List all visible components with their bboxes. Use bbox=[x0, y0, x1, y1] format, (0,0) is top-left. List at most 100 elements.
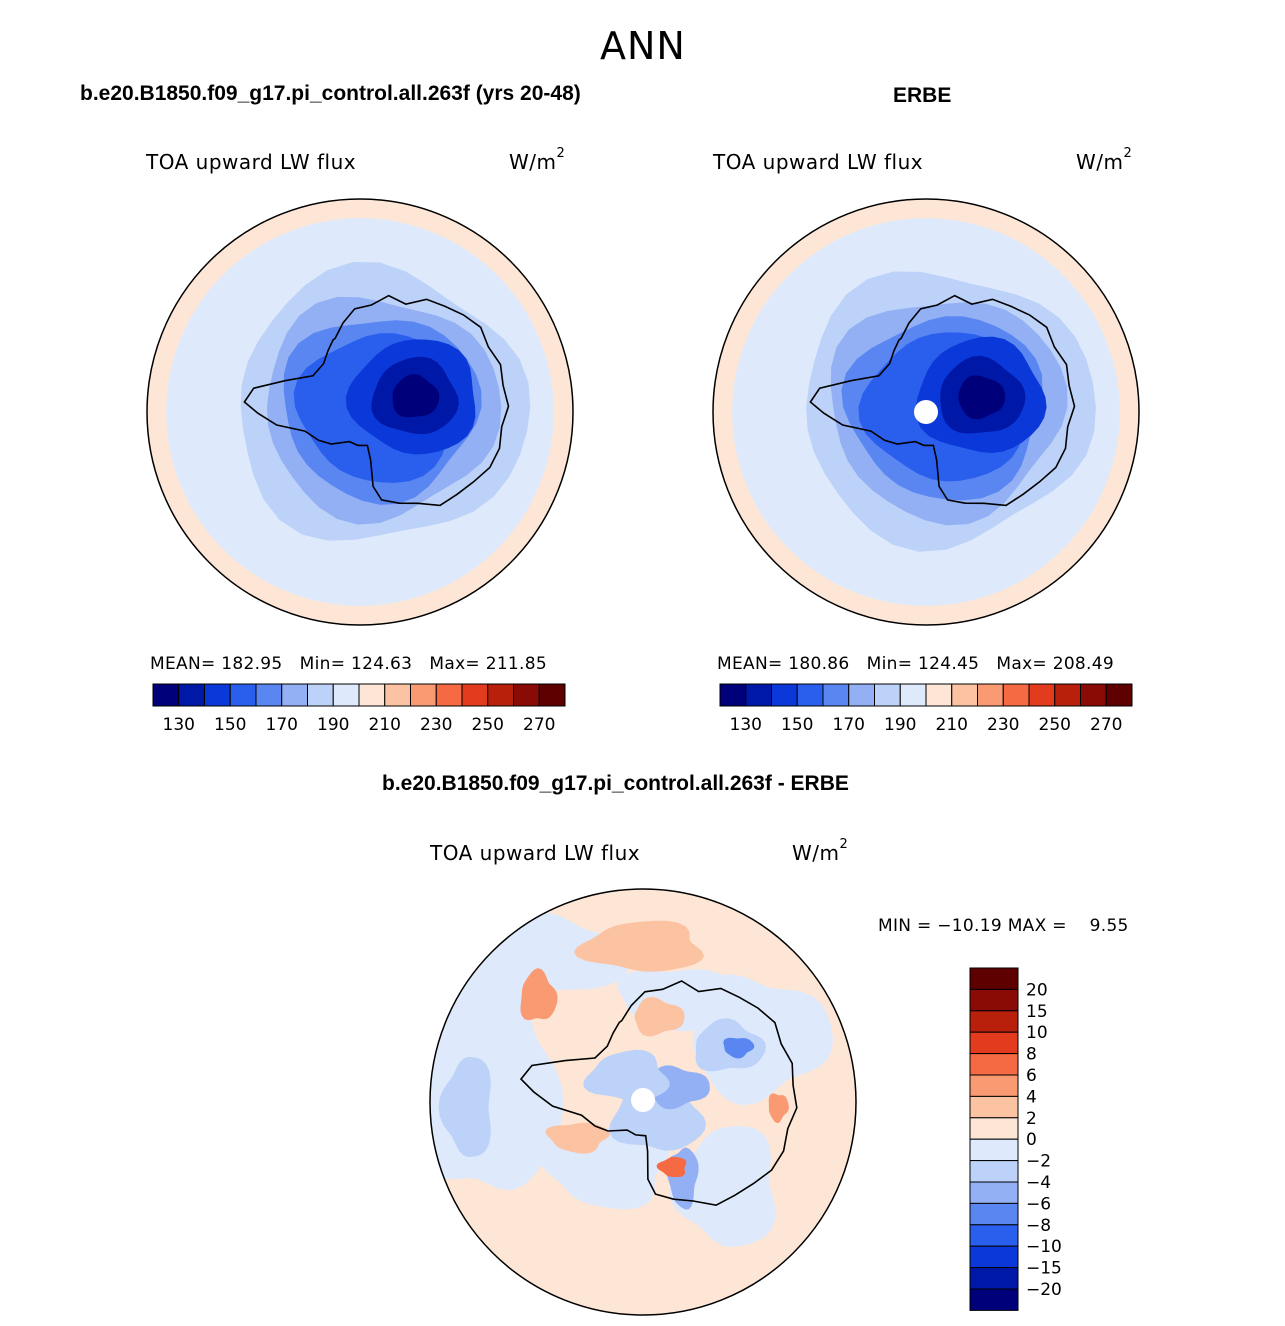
colorbar-tick-label: 10 bbox=[1026, 1023, 1048, 1043]
colorbar-tick-label: 2 bbox=[1026, 1109, 1037, 1129]
panel2-units: W/m2 bbox=[1076, 146, 1133, 174]
panel2-mean-value: 180.86 bbox=[788, 654, 850, 674]
colorbar-tick-label: 210 bbox=[936, 715, 968, 735]
field-anomaly bbox=[768, 1093, 789, 1124]
coastline bbox=[243, 294, 510, 507]
field-anomaly bbox=[574, 920, 705, 972]
field-contour-0 bbox=[958, 375, 1006, 420]
colorbar-swatch bbox=[204, 683, 231, 707]
colorbar-tick-label: 170 bbox=[266, 715, 298, 735]
colorbar-tick-label: 250 bbox=[472, 715, 504, 735]
colorbar-swatch bbox=[969, 1010, 1019, 1033]
missing-pole bbox=[631, 1088, 655, 1112]
colorbar-swatch bbox=[1105, 683, 1133, 707]
field-anomaly bbox=[723, 1037, 755, 1059]
colorbar-swatch bbox=[538, 683, 566, 707]
colorbar-swatch bbox=[969, 1245, 1019, 1269]
field-anomaly bbox=[545, 1122, 611, 1154]
map-border bbox=[712, 198, 1140, 626]
colorbar-tick-label: 170 bbox=[833, 715, 865, 735]
colorbar-swatch bbox=[152, 683, 180, 707]
coastline bbox=[519, 980, 798, 1207]
colorbar-tick-label: −15 bbox=[1026, 1259, 1062, 1279]
colorbar-tick-label: 6 bbox=[1026, 1066, 1037, 1086]
panel3-max-label: MAX = bbox=[1007, 916, 1067, 936]
field-anomaly bbox=[438, 1057, 491, 1157]
colorbar-swatch bbox=[969, 1053, 1019, 1076]
colorbar-swatch bbox=[969, 1288, 1019, 1311]
colorbar-tick-label: 230 bbox=[420, 715, 452, 735]
colorbar-swatch bbox=[969, 1224, 1019, 1247]
colorbar-swatch bbox=[977, 683, 1004, 707]
panel3-min-label: MIN = bbox=[878, 916, 932, 936]
colorbar-swatch bbox=[969, 1267, 1019, 1290]
colorbar-swatch bbox=[1002, 683, 1030, 707]
panel3-min-value: −10.19 bbox=[937, 916, 1002, 936]
colorbar-swatch bbox=[745, 683, 772, 707]
colorbar-swatch bbox=[848, 683, 875, 707]
panel3-title: b.e20.B1850.f09_g17.pi_control.all.263f … bbox=[382, 772, 849, 795]
panel2-max-value: 208.49 bbox=[1052, 654, 1114, 674]
missing-pole bbox=[914, 400, 938, 424]
colorbar-swatch bbox=[1054, 683, 1081, 707]
colorbar-tick-label: −10 bbox=[1026, 1237, 1062, 1257]
colorbar-swatch bbox=[969, 1074, 1019, 1097]
panel1-min-label: Min= bbox=[299, 654, 346, 674]
colorbar-swatch bbox=[719, 683, 747, 707]
colorbar-swatch bbox=[796, 683, 824, 707]
panel1-stats: MEAN= 182.95 Min= 124.63 Max= 211.85 bbox=[150, 654, 547, 674]
map-field bbox=[147, 199, 573, 625]
panel2-mean-label: MEAN= bbox=[717, 654, 783, 674]
colorbar-swatch bbox=[229, 683, 257, 707]
colorbar-tick-label: 20 bbox=[1026, 980, 1048, 1000]
panel1-mean-label: MEAN= bbox=[150, 654, 216, 674]
colorbar-swatch bbox=[1028, 683, 1056, 707]
colorbar-tick-label: 130 bbox=[163, 715, 195, 735]
field-anomaly bbox=[669, 1126, 776, 1247]
panel2-min-label: Min= bbox=[866, 654, 913, 674]
colorbar-tick-label: 190 bbox=[884, 715, 916, 735]
field-contour-0 bbox=[392, 374, 440, 418]
panel1-units: W/m2 bbox=[509, 146, 566, 174]
panel3-map bbox=[429, 888, 857, 1316]
colorbar-tick-label: −20 bbox=[1026, 1280, 1062, 1300]
colorbar-swatch bbox=[487, 683, 514, 707]
field-anomaly bbox=[634, 997, 685, 1037]
field-anomaly bbox=[520, 968, 558, 1021]
map-border bbox=[146, 198, 574, 626]
colorbar-tick-label: 0 bbox=[1026, 1130, 1037, 1150]
panel1-map bbox=[146, 198, 574, 626]
panel2-map bbox=[712, 198, 1140, 626]
colorbar-tick-label: 4 bbox=[1026, 1087, 1037, 1107]
colorbar-swatch bbox=[969, 1160, 1019, 1183]
panel1-colorbar: 130 150 170 190 210 230 250 270 bbox=[152, 683, 566, 735]
colorbar-tick-label: 250 bbox=[1039, 715, 1071, 735]
colorbar-swatch bbox=[874, 683, 901, 707]
colorbar-tick-label: 150 bbox=[781, 715, 813, 735]
panel1-max-value: 211.85 bbox=[485, 654, 547, 674]
panel3-units: W/m2 bbox=[792, 837, 849, 865]
panel2-min-value: 124.45 bbox=[917, 654, 980, 674]
colorbar-swatch bbox=[178, 683, 205, 707]
colorbar-swatch bbox=[410, 683, 437, 707]
colorbar-swatch bbox=[925, 683, 953, 707]
panel1-max-label: Max= bbox=[429, 654, 480, 674]
colorbar-tick-label: 130 bbox=[730, 715, 762, 735]
colorbar-tick-label: 230 bbox=[987, 715, 1019, 735]
colorbar-tick-label: 8 bbox=[1026, 1045, 1037, 1065]
panel1-min-value: 124.63 bbox=[350, 654, 413, 674]
colorbar-swatch bbox=[435, 683, 463, 707]
colorbar-swatch bbox=[822, 683, 850, 707]
panel1-variable: TOA upward LW flux bbox=[146, 150, 357, 174]
colorbar-swatch bbox=[899, 683, 927, 707]
colorbar-tick-label: 190 bbox=[317, 715, 349, 735]
panel2-max-label: Max= bbox=[996, 654, 1047, 674]
colorbar-swatch bbox=[969, 1181, 1019, 1204]
panel1-mean-value: 182.95 bbox=[221, 654, 283, 674]
colorbar-swatch bbox=[969, 1117, 1019, 1140]
colorbar-swatch bbox=[1080, 683, 1107, 707]
colorbar-tick-label: 15 bbox=[1026, 1002, 1048, 1022]
panel2-colorbar: 130 150 170 190 210 230 250 270 bbox=[719, 683, 1133, 735]
season-title: ANN bbox=[600, 24, 686, 68]
